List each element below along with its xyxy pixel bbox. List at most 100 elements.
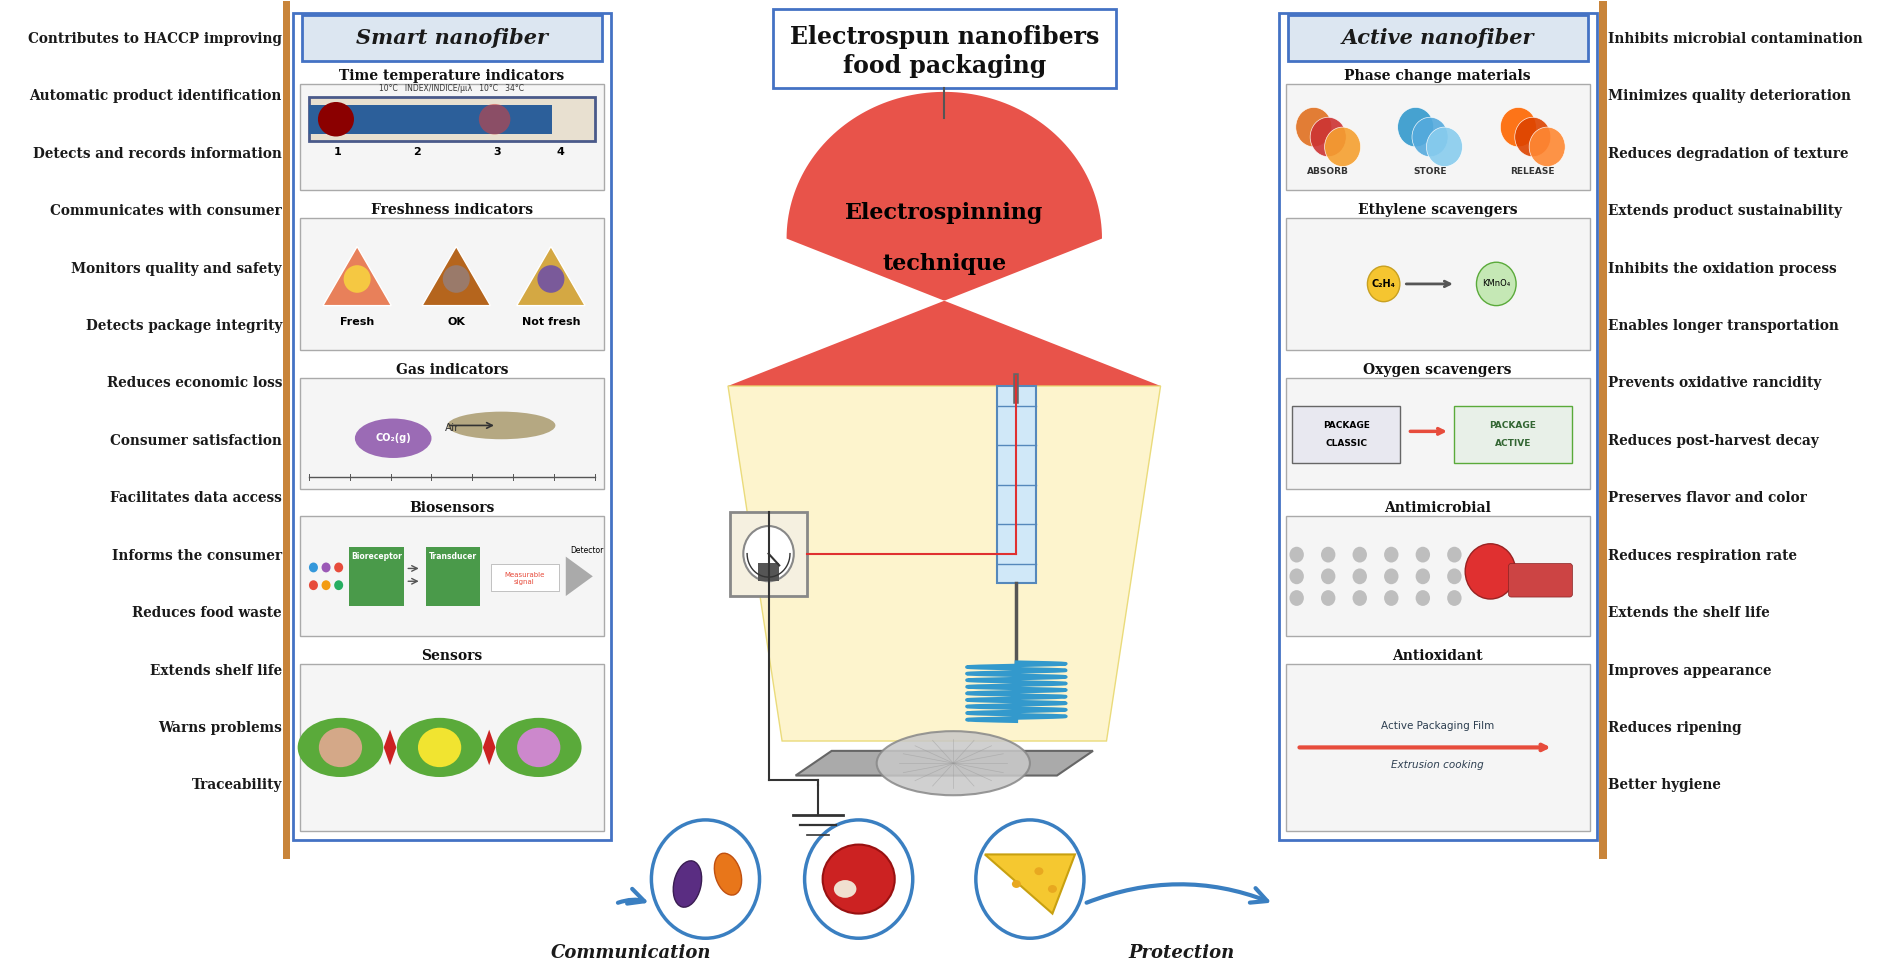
Circle shape [1367,266,1399,301]
Ellipse shape [516,728,560,768]
Ellipse shape [297,717,384,777]
Text: Extends the shelf life: Extends the shelf life [1609,606,1770,620]
Circle shape [308,581,318,590]
Text: Electrospun nanofibers: Electrospun nanofibers [790,25,1099,49]
Text: food packaging: food packaging [843,54,1046,78]
Circle shape [321,581,331,590]
Bar [425,547,480,606]
Circle shape [1477,262,1517,305]
Text: Contributes to HACCP improving: Contributes to HACCP improving [28,32,282,46]
Circle shape [1352,568,1367,585]
Text: Detects and records information: Detects and records information [32,146,282,161]
Circle shape [321,562,331,572]
Polygon shape [384,730,397,766]
Ellipse shape [344,265,371,293]
Circle shape [1384,590,1399,606]
Bar [1286,664,1590,831]
Text: Inhibits microbial contamination: Inhibits microbial contamination [1609,32,1863,46]
Text: Extends shelf life: Extends shelf life [149,664,282,678]
Text: Not fresh: Not fresh [522,318,581,327]
Circle shape [1352,590,1367,606]
Ellipse shape [318,102,354,137]
Bar [308,97,594,142]
Ellipse shape [448,411,556,439]
Text: Enables longer transportation: Enables longer transportation [1609,319,1840,333]
Text: Consumer satisfaction: Consumer satisfaction [110,434,282,448]
Circle shape [1310,117,1346,157]
Text: Extends product sustainability: Extends product sustainability [1609,204,1842,219]
Polygon shape [728,91,1161,386]
Circle shape [1290,568,1305,585]
Text: Measurable
signal: Measurable signal [505,572,545,585]
Bar [492,563,558,591]
Circle shape [1322,547,1335,562]
Circle shape [1384,547,1399,562]
Text: 10°C   INDEX/INDICE/μιλ   10°C   34°C: 10°C INDEX/INDICE/μιλ 10°C 34°C [380,84,524,93]
Circle shape [1295,108,1331,146]
Bar [284,1,289,859]
Circle shape [1324,127,1362,167]
Text: Air: Air [444,424,460,433]
Text: Better hygiene: Better hygiene [1609,778,1721,793]
Circle shape [1322,568,1335,585]
Ellipse shape [1048,885,1057,893]
Bar [301,84,603,190]
Circle shape [308,562,318,572]
Ellipse shape [673,861,702,907]
Circle shape [1416,590,1430,606]
Circle shape [976,820,1084,938]
Text: Inhibits the oxidation process: Inhibits the oxidation process [1609,262,1838,275]
Text: RELEASE: RELEASE [1511,167,1554,176]
Text: Smart nanofiber: Smart nanofiber [356,28,548,48]
Text: Oxygen scavengers: Oxygen scavengers [1363,363,1513,377]
Text: C₂H₄: C₂H₄ [1371,279,1396,289]
Text: Reduces economic loss: Reduces economic loss [106,377,282,390]
Text: STORE: STORE [1413,167,1447,176]
Text: Time temperature indicators: Time temperature indicators [338,69,564,84]
Text: Electrospinning: Electrospinning [845,201,1044,223]
Polygon shape [422,247,490,305]
Circle shape [335,562,342,572]
Text: Phase change materials: Phase change materials [1345,69,1532,84]
Bar [301,219,603,350]
Text: Extrusion cooking: Extrusion cooking [1392,760,1484,770]
Text: Protection: Protection [1129,944,1235,962]
Ellipse shape [877,731,1031,795]
Text: Prevents oxidative rancidity: Prevents oxidative rancidity [1609,377,1821,390]
Text: Antioxidant: Antioxidant [1392,649,1483,664]
FancyBboxPatch shape [1288,15,1588,61]
Bar [1286,84,1590,190]
Bar [308,105,552,134]
Circle shape [1500,108,1535,146]
Ellipse shape [320,728,361,768]
FancyArrowPatch shape [1087,884,1267,902]
Circle shape [1466,544,1517,599]
Text: Automatic product identification: Automatic product identification [30,90,282,103]
Text: OK: OK [448,318,465,327]
Circle shape [804,820,913,938]
Polygon shape [482,730,495,766]
Bar [301,664,603,831]
Text: Gas indicators: Gas indicators [395,363,509,377]
Bar [301,378,603,488]
Ellipse shape [834,880,857,898]
Circle shape [1515,117,1551,157]
Text: ACTIVE: ACTIVE [1494,439,1532,448]
Text: Bioreceptor: Bioreceptor [352,552,403,561]
FancyBboxPatch shape [293,13,611,840]
Text: 1: 1 [333,147,342,157]
FancyBboxPatch shape [303,15,601,61]
Ellipse shape [537,265,564,293]
Bar [1454,405,1571,463]
Ellipse shape [478,104,511,135]
Text: Antimicrobial: Antimicrobial [1384,502,1492,515]
Circle shape [1322,590,1335,606]
Text: Reduces degradation of texture: Reduces degradation of texture [1609,146,1849,161]
FancyBboxPatch shape [1278,13,1596,840]
Text: Reduces respiration rate: Reduces respiration rate [1609,549,1798,562]
Text: PACKAGE: PACKAGE [1324,421,1369,429]
Circle shape [1447,547,1462,562]
Circle shape [651,820,760,938]
Text: Communication: Communication [550,944,711,962]
Ellipse shape [715,853,741,895]
